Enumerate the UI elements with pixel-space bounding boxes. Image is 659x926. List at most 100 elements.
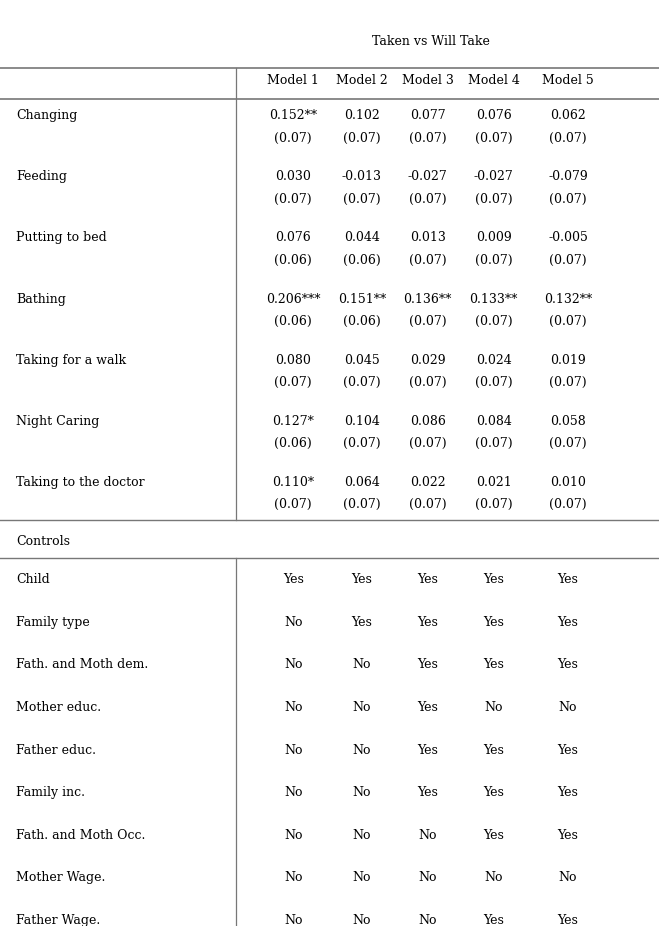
Text: 0.024: 0.024 (476, 354, 511, 367)
Text: 0.102: 0.102 (344, 109, 380, 122)
Text: Yes: Yes (483, 616, 504, 629)
Text: Yes: Yes (483, 658, 504, 671)
Text: Yes: Yes (417, 701, 438, 714)
Text: 0.030: 0.030 (275, 170, 311, 183)
Text: (0.07): (0.07) (343, 498, 381, 511)
Text: (0.07): (0.07) (549, 315, 587, 328)
Text: Yes: Yes (558, 658, 579, 671)
Text: Yes: Yes (558, 914, 579, 926)
Text: (0.07): (0.07) (549, 131, 587, 144)
Text: Yes: Yes (417, 658, 438, 671)
Text: (0.07): (0.07) (474, 437, 513, 450)
Text: Yes: Yes (558, 786, 579, 799)
Text: Yes: Yes (417, 786, 438, 799)
Text: (0.07): (0.07) (549, 193, 587, 206)
Text: Yes: Yes (558, 616, 579, 629)
Text: (0.07): (0.07) (409, 376, 447, 389)
Text: No: No (559, 871, 577, 884)
Text: No: No (484, 701, 503, 714)
Text: (0.07): (0.07) (549, 376, 587, 389)
Text: No: No (284, 871, 302, 884)
Text: (0.07): (0.07) (409, 498, 447, 511)
Text: 0.152**: 0.152** (269, 109, 318, 122)
Text: 0.062: 0.062 (550, 109, 586, 122)
Text: No: No (284, 658, 302, 671)
Text: No: No (353, 871, 371, 884)
Text: 0.086: 0.086 (410, 415, 445, 428)
Text: 0.136**: 0.136** (403, 293, 452, 306)
Text: Yes: Yes (558, 573, 579, 586)
Text: (0.07): (0.07) (274, 498, 312, 511)
Text: 0.022: 0.022 (410, 476, 445, 489)
Text: Yes: Yes (351, 616, 372, 629)
Text: No: No (353, 786, 371, 799)
Text: Night Caring: Night Caring (16, 415, 100, 428)
Text: (0.07): (0.07) (274, 376, 312, 389)
Text: 0.084: 0.084 (476, 415, 511, 428)
Text: Yes: Yes (558, 829, 579, 842)
Text: 0.110*: 0.110* (272, 476, 314, 489)
Text: 0.064: 0.064 (344, 476, 380, 489)
Text: 0.009: 0.009 (476, 232, 511, 244)
Text: 0.058: 0.058 (550, 415, 586, 428)
Text: (0.07): (0.07) (409, 437, 447, 450)
Text: No: No (284, 829, 302, 842)
Text: No: No (484, 871, 503, 884)
Text: Family type: Family type (16, 616, 90, 629)
Text: 0.019: 0.019 (550, 354, 586, 367)
Text: Father Wage.: Father Wage. (16, 914, 101, 926)
Text: Model 1: Model 1 (268, 74, 319, 87)
Text: 0.132**: 0.132** (544, 293, 592, 306)
Text: (0.06): (0.06) (343, 315, 381, 328)
Text: (0.07): (0.07) (474, 193, 513, 206)
Text: (0.07): (0.07) (549, 254, 587, 267)
Text: No: No (353, 744, 371, 757)
Text: No: No (284, 786, 302, 799)
Text: 0.104: 0.104 (344, 415, 380, 428)
Text: No: No (284, 744, 302, 757)
Text: Fath. and Moth dem.: Fath. and Moth dem. (16, 658, 149, 671)
Text: No: No (284, 616, 302, 629)
Text: Model 4: Model 4 (468, 74, 519, 87)
Text: 0.133**: 0.133** (469, 293, 518, 306)
Text: Feeding: Feeding (16, 170, 67, 183)
Text: No: No (559, 701, 577, 714)
Text: No: No (284, 914, 302, 926)
Text: Mother educ.: Mother educ. (16, 701, 101, 714)
Text: No: No (353, 914, 371, 926)
Text: (0.07): (0.07) (549, 498, 587, 511)
Text: No: No (418, 829, 437, 842)
Text: (0.07): (0.07) (343, 437, 381, 450)
Text: (0.06): (0.06) (343, 254, 381, 267)
Text: 0.206***: 0.206*** (266, 293, 320, 306)
Text: No: No (284, 701, 302, 714)
Text: 0.127*: 0.127* (272, 415, 314, 428)
Text: Model 5: Model 5 (542, 74, 594, 87)
Text: Yes: Yes (283, 573, 304, 586)
Text: (0.06): (0.06) (274, 315, 312, 328)
Text: 0.076: 0.076 (476, 109, 511, 122)
Text: No: No (418, 871, 437, 884)
Text: Taking for a walk: Taking for a walk (16, 354, 127, 367)
Text: (0.07): (0.07) (274, 193, 312, 206)
Text: (0.07): (0.07) (474, 131, 513, 144)
Text: Putting to bed: Putting to bed (16, 232, 107, 244)
Text: (0.06): (0.06) (274, 254, 312, 267)
Text: Yes: Yes (483, 829, 504, 842)
Text: 0.080: 0.080 (275, 354, 311, 367)
Text: Taken vs Will Take: Taken vs Will Take (372, 35, 490, 48)
Text: Family inc.: Family inc. (16, 786, 86, 799)
Text: (0.07): (0.07) (343, 131, 381, 144)
Text: Child: Child (16, 573, 50, 586)
Text: 0.044: 0.044 (344, 232, 380, 244)
Text: Model 2: Model 2 (336, 74, 387, 87)
Text: 0.077: 0.077 (410, 109, 445, 122)
Text: Yes: Yes (351, 573, 372, 586)
Text: -0.027: -0.027 (408, 170, 447, 183)
Text: Yes: Yes (483, 786, 504, 799)
Text: -0.027: -0.027 (474, 170, 513, 183)
Text: (0.07): (0.07) (343, 193, 381, 206)
Text: Yes: Yes (417, 616, 438, 629)
Text: (0.07): (0.07) (409, 131, 447, 144)
Text: Yes: Yes (417, 573, 438, 586)
